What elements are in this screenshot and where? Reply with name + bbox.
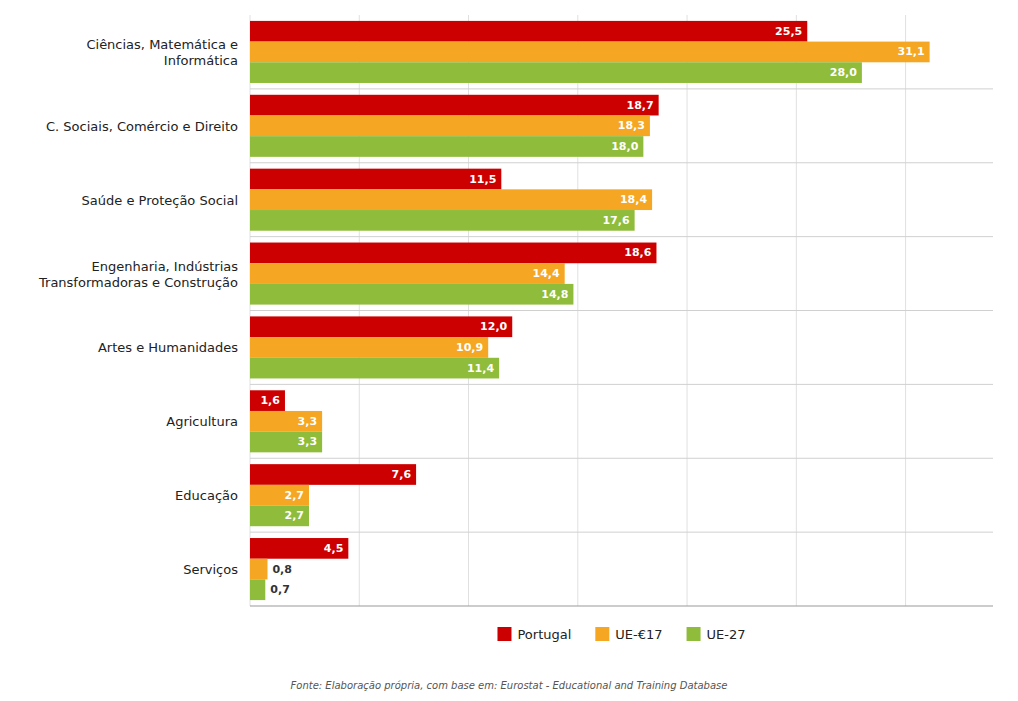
category-label: Saúde e Proteção Social <box>82 192 238 207</box>
data-label: 2,7 <box>285 489 305 502</box>
group-separator <box>250 458 993 459</box>
category-label: Serviços <box>183 562 238 577</box>
category-label: Agricultura <box>166 414 238 429</box>
group-separator <box>250 310 993 311</box>
bar <box>250 411 322 432</box>
data-label: 18,0 <box>611 140 638 153</box>
bar <box>250 538 348 559</box>
category-label: Artes e Humanidades <box>98 340 238 355</box>
separators <box>250 89 993 532</box>
bar <box>250 210 635 231</box>
legend-label: UE-27 <box>707 627 746 642</box>
legend-swatch <box>687 627 701 641</box>
bar <box>250 559 267 580</box>
category-label: Educação <box>175 488 238 503</box>
bar <box>250 316 512 337</box>
bar <box>250 485 309 506</box>
data-label: 1,6 <box>260 394 280 407</box>
bar <box>250 243 656 264</box>
legend: Portugal UE-€17 UE-27 <box>497 627 745 642</box>
data-label: 18,7 <box>627 99 654 112</box>
bar <box>250 263 565 284</box>
category-label: C. Sociais, Comércio e Direito <box>46 118 238 133</box>
data-label: 18,4 <box>620 193 647 206</box>
data-label: 12,0 <box>480 320 507 333</box>
bar <box>250 464 416 485</box>
bar <box>250 42 930 63</box>
bar <box>250 189 652 210</box>
bar <box>250 390 285 411</box>
bar <box>250 337 488 358</box>
data-label: 14,8 <box>541 288 568 301</box>
bar <box>250 358 499 379</box>
legend-label: UE-€17 <box>615 627 662 642</box>
data-label: 0,7 <box>270 583 290 596</box>
bar <box>250 62 862 83</box>
data-label: 17,6 <box>602 214 629 227</box>
data-labels: 25,5 18,7 11,5 18,6 12,0 1,6 7,6 4,5 31,1 18,3 18,… <box>260 25 924 596</box>
bar <box>250 432 322 453</box>
y-tick-labels: Ciências, Matemática eInformática C. Soci… <box>38 36 238 576</box>
legend-label: Portugal <box>517 627 571 642</box>
data-label: 31,1 <box>897 45 924 58</box>
data-label: 11,4 <box>467 362 494 375</box>
chart: 25,5 18,7 11,5 18,6 12,0 1,6 7,6 4,5 31,1 18,3 18,… <box>0 0 1018 701</box>
data-label: 2,7 <box>285 509 305 522</box>
bar <box>250 95 659 116</box>
footnote: Fonte: Elaboração própria, com base em: … <box>291 680 728 691</box>
category-label: Ciências, Matemática eInformática <box>86 36 238 67</box>
data-label: 3,3 <box>298 435 318 448</box>
data-label: 4,5 <box>324 542 344 555</box>
bars <box>250 21 930 600</box>
data-label: 10,9 <box>456 341 483 354</box>
data-label: 0,8 <box>272 563 292 576</box>
data-label: 14,4 <box>533 267 560 280</box>
bar <box>250 169 501 190</box>
x-axis-line <box>250 606 993 607</box>
group-separator <box>250 162 993 163</box>
data-label: 28,0 <box>830 66 857 79</box>
bar <box>250 506 309 527</box>
data-label: 7,6 <box>392 468 412 481</box>
group-separator <box>250 532 993 533</box>
bar <box>250 115 650 136</box>
legend-swatch <box>595 627 609 641</box>
group-separator <box>250 236 993 237</box>
category-label: Engenharia, IndústriasTransformadoras e … <box>38 258 238 289</box>
data-label: 3,3 <box>298 415 318 428</box>
legend-swatch <box>497 627 511 641</box>
bar <box>250 284 573 305</box>
group-separator <box>250 88 993 89</box>
bar <box>250 21 807 42</box>
data-label: 18,6 <box>624 246 651 259</box>
data-label: 18,3 <box>618 119 645 132</box>
bar <box>250 579 265 600</box>
bar <box>250 136 643 157</box>
group-separator <box>250 384 993 385</box>
data-label: 11,5 <box>469 173 496 186</box>
data-label: 25,5 <box>775 25 802 38</box>
